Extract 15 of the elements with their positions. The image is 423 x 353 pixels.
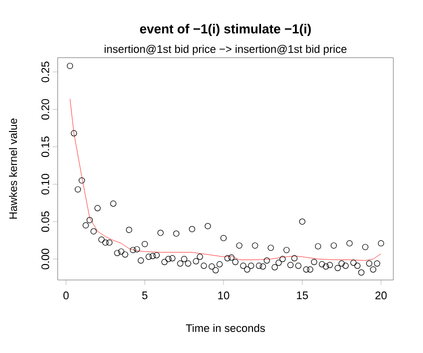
y-tick-label: 0.25 bbox=[41, 62, 50, 82]
y-tick-label: 0.05 bbox=[41, 211, 50, 232]
chart-subtitle: insertion@1st bid price −> insertion@1st bid price bbox=[104, 44, 346, 56]
y-tick-label: 0.00 bbox=[41, 248, 50, 270]
y-axis-title: Hawkes kernel value bbox=[8, 118, 18, 219]
y-tick-label: 0.10 bbox=[41, 174, 50, 194]
x-tick-label: 10 bbox=[218, 292, 230, 300]
x-tick-label: 20 bbox=[375, 292, 387, 300]
x-axis-title: Time in seconds bbox=[186, 324, 265, 332]
x-tick-label: 15 bbox=[296, 292, 308, 300]
x-tick-label: 5 bbox=[142, 292, 148, 300]
y-tick-label: 0.15 bbox=[41, 136, 50, 158]
y-tick-label: 0.20 bbox=[41, 99, 50, 120]
chart-title: event of −1(i) stimulate −1(i) bbox=[140, 24, 311, 36]
x-tick-label: 0 bbox=[63, 292, 69, 300]
